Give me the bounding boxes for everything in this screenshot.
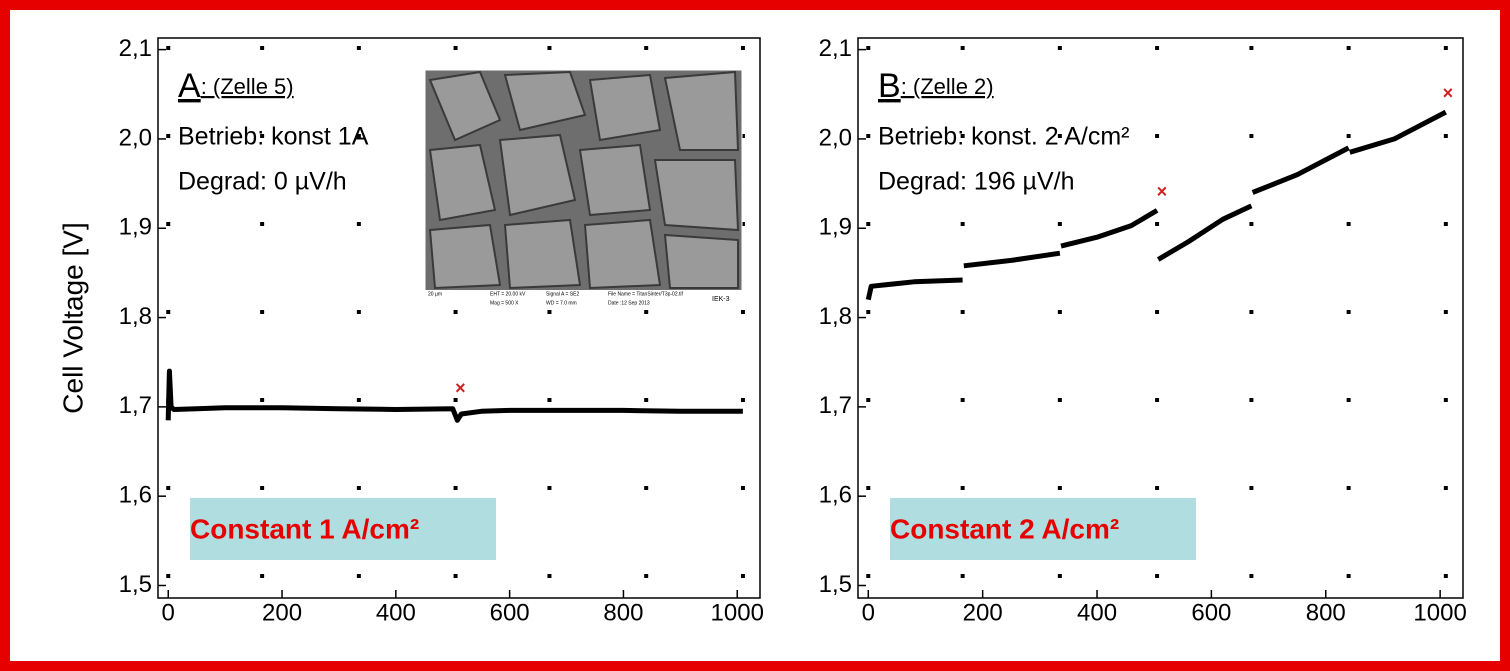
inset-caption: File Name = TitanSinter/T3p-02.tif	[608, 291, 684, 297]
inset-caption: Mag = 500 X	[490, 300, 519, 306]
page: 1,5 1,6 1,7 1,8 1,9 2,0 2,1 0 200 400 600 800 1000 × A…	[0, 0, 1510, 671]
frame	[5, 5, 1505, 666]
y-tick-label: 1,6	[119, 482, 152, 509]
y-tick-label: 1,5	[819, 571, 852, 598]
y-tick-label: 2,1	[819, 35, 852, 62]
x-tick-label: 0	[862, 599, 875, 626]
grain	[505, 220, 580, 288]
y-tick-label: 1,7	[819, 392, 852, 419]
grain	[585, 220, 660, 288]
y-tick-label: 1,9	[819, 214, 852, 241]
inset-caption: WD = 7.0 mm	[546, 300, 577, 306]
y-tick-label: 1,8	[819, 303, 852, 330]
panel-info: Betrieb: konst 1A	[178, 123, 369, 151]
x-tick-label: 600	[1191, 599, 1231, 626]
grain	[430, 225, 500, 288]
y-tick-label: 1,7	[119, 392, 152, 419]
x-tick-label: 600	[490, 599, 530, 626]
panel-heading: A: (Zelle 5)	[178, 67, 294, 105]
x-tick-label: 1000	[711, 599, 764, 626]
x-tick-label: 800	[603, 599, 643, 626]
panel-cell: : (Zelle 5)	[201, 74, 294, 99]
x-tick-label: 800	[1306, 599, 1346, 626]
marker: ×	[455, 378, 466, 398]
x-tick-label: 200	[963, 599, 1003, 626]
panel-info: Degrad: 0 µV/h	[178, 168, 347, 196]
inset-caption: Date :12 Sep 2013	[608, 300, 650, 306]
grain	[655, 160, 738, 230]
x-tick-label: 400	[1077, 599, 1117, 626]
y-tick-label: 1,8	[119, 303, 152, 330]
inset-caption: Signal A = SE2	[546, 291, 579, 297]
grain	[590, 75, 660, 140]
y-axis-label: Cell Voltage [V]	[57, 222, 88, 413]
inset-caption: EHT = 20.00 kV	[490, 291, 526, 297]
inset-caption: IEK-3	[712, 296, 730, 303]
inset-caption-bar	[425, 290, 742, 308]
figure: 1,5 1,6 1,7 1,8 1,9 2,0 2,1 0 200 400 600 800 1000 × A…	[0, 0, 1510, 671]
panel-letter: B	[878, 67, 901, 105]
y-tick-label: 1,9	[119, 214, 152, 241]
y-tick-label: 2,1	[119, 35, 152, 62]
panel-heading: B: (Zelle 2)	[878, 67, 994, 105]
panel-letter: A	[178, 67, 201, 105]
y-tick-label: 2,0	[119, 124, 152, 151]
grain	[500, 135, 575, 215]
x-tick-label: 0	[162, 599, 175, 626]
y-tick-label: 1,6	[819, 482, 852, 509]
x-tick-label: 200	[262, 599, 302, 626]
y-tick-label: 2,0	[819, 124, 852, 151]
marker: ×	[1443, 83, 1454, 103]
grain	[665, 235, 738, 288]
condition-label: Constant 2 A/cm²	[890, 513, 1119, 544]
inset-caption: 20 µm	[428, 291, 442, 297]
x-tick-label: 400	[376, 599, 416, 626]
panel-info: Degrad: 196 µV/h	[878, 168, 1074, 196]
marker: ×	[1157, 181, 1168, 201]
panel-cell: : (Zelle 2)	[901, 74, 994, 99]
inset-image: 20 µm EHT = 20.00 kV Mag = 500 X Signal A =…	[425, 70, 742, 308]
condition-label: Constant 1 A/cm²	[190, 513, 419, 544]
x-tick-label: 1000	[1413, 599, 1466, 626]
grain	[580, 145, 650, 215]
panel-info: Betrieb: konst. 2 A/cm²	[878, 123, 1130, 151]
y-tick-label: 1,5	[119, 571, 152, 598]
